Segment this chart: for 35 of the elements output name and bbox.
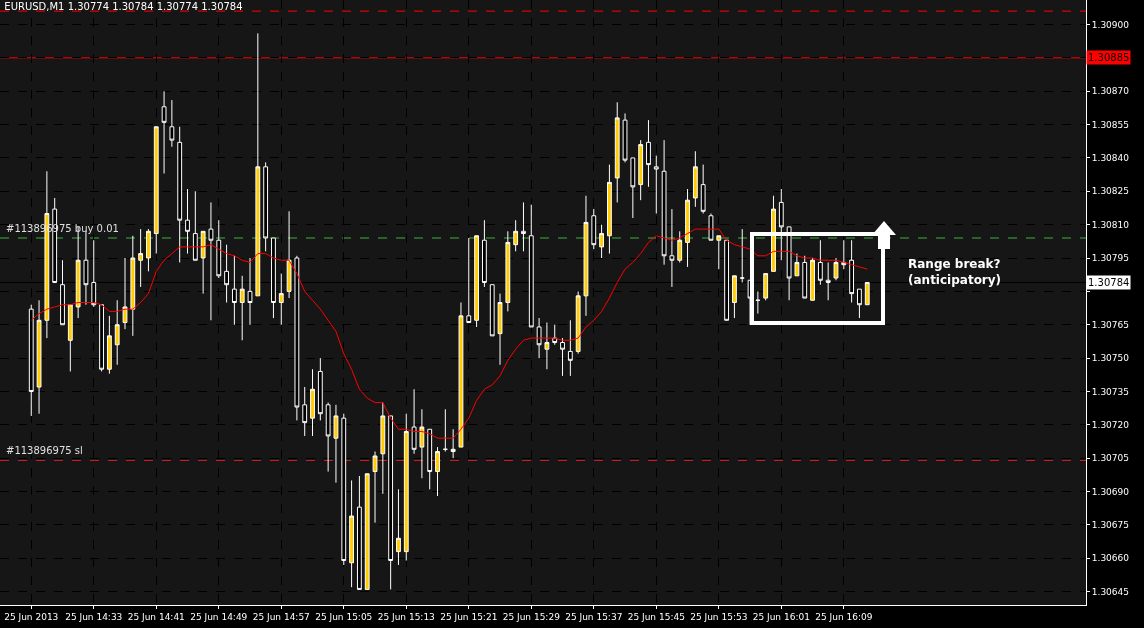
x-tick-label: 25 Jun 15:21 bbox=[440, 611, 498, 622]
y-tick-label: 1.30705 bbox=[1091, 453, 1130, 464]
x-tick-label: 25 Jun 14:33 bbox=[65, 611, 123, 622]
y-tick-label: 1.30735 bbox=[1091, 386, 1130, 397]
y-tick-label: 1.30690 bbox=[1091, 486, 1130, 497]
y-tick-label: 1.30720 bbox=[1091, 419, 1130, 430]
y-tick-label: 1.30870 bbox=[1091, 86, 1130, 97]
y-tick-label: 1.30900 bbox=[1091, 19, 1130, 30]
x-tick-label: 25 Jun 14:49 bbox=[190, 611, 248, 622]
x-tick-label: 25 Jun 15:45 bbox=[627, 611, 685, 622]
y-tick-label: 1.30765 bbox=[1091, 319, 1130, 330]
y-tick-label: 1.30795 bbox=[1091, 253, 1130, 264]
y-tick-label: 1.30810 bbox=[1091, 219, 1130, 230]
y-tick-label: 1.30645 bbox=[1091, 586, 1130, 597]
y-tick-label: 1.30750 bbox=[1091, 353, 1130, 364]
ref-line-label: 1.30885 bbox=[1088, 52, 1130, 63]
x-tick-label: 25 Jun 15:29 bbox=[502, 611, 561, 622]
y-tick-label: 1.30825 bbox=[1091, 186, 1130, 197]
chart-title: EURUSD,M1 1.30774 1.30784 1.30774 1.30784 bbox=[4, 1, 243, 13]
x-tick-label: 25 Jun 16:01 bbox=[752, 611, 810, 622]
x-tick-label: 25 Jun 15:37 bbox=[565, 611, 623, 622]
ref-line-label: 1.30784 bbox=[1088, 277, 1130, 288]
x-tick-label: 25 Jun 15:13 bbox=[377, 611, 435, 622]
x-tick-label: 25 Jun 16:09 bbox=[815, 611, 873, 622]
x-tick-label: 25 Jun 14:41 bbox=[127, 611, 185, 622]
x-tick-label: 25 Jun 14:57 bbox=[252, 611, 310, 622]
x-tick-label: 25 Jun 15:53 bbox=[690, 611, 748, 622]
y-tick-label: 1.30855 bbox=[1091, 119, 1130, 130]
x-tick-label: 25 Jun 2013 bbox=[4, 611, 59, 622]
x-tick-label: 25 Jun 15:05 bbox=[315, 611, 373, 622]
y-tick-label: 1.30840 bbox=[1091, 153, 1130, 164]
y-tick-label: 1.30660 bbox=[1091, 553, 1130, 564]
y-tick-label: 1.30675 bbox=[1091, 520, 1130, 531]
ref-line-label: #113896975 sl bbox=[6, 445, 83, 456]
annotation: Range break? (anticipatory) bbox=[908, 257, 1002, 287]
